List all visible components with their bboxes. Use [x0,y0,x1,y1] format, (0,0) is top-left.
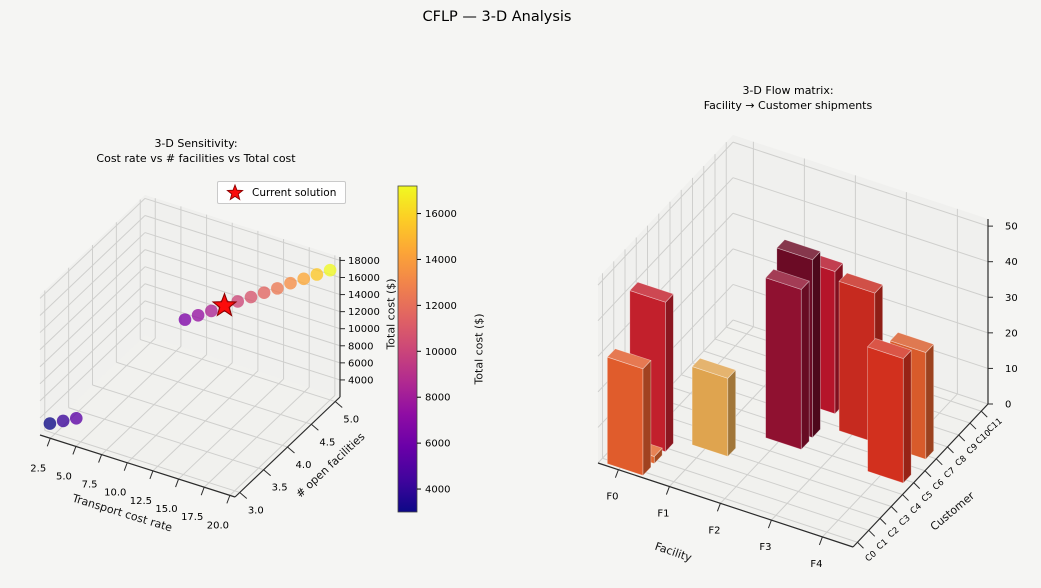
svg-text:14000: 14000 [348,290,380,301]
svg-text:20.0: 20.0 [207,520,229,531]
flow-plot-title-line2: Facility → Customer shipments [703,99,873,112]
svg-text:C11: C11 [985,416,1004,434]
svg-text:C2: C2 [886,525,901,540]
flow-plot-title-line1: 3-D Flow matrix: [742,84,834,98]
svg-text:C4: C4 [909,502,924,517]
svg-text:5.0: 5.0 [56,471,72,482]
svg-text:10.0: 10.0 [104,488,126,499]
svg-text:50: 50 [1005,222,1018,233]
svg-text:C0: C0 [864,549,879,564]
svg-text:8000: 8000 [348,341,373,352]
colorbar-label-total-cost: Total cost ($) [472,313,486,385]
sensitivity-plot-title-line2: Cost rate vs # facilities vs Total cost [96,152,296,165]
svg-text:20: 20 [1005,328,1018,339]
svg-text:C1: C1 [875,537,890,552]
svg-text:14000: 14000 [425,255,457,266]
z-axis-label-total-cost: Total cost ($) [384,278,398,350]
svg-text:10: 10 [1005,364,1018,375]
svg-text:12000: 12000 [425,301,457,312]
flow-plot-title: 3-D Flow matrix: Facility → Customer shi… [618,84,958,114]
svg-text:4000: 4000 [425,485,450,496]
svg-text:12.5: 12.5 [130,496,152,507]
svg-text:F1: F1 [657,509,669,520]
svg-text:0: 0 [1005,400,1011,411]
svg-text:4000: 4000 [348,375,373,386]
svg-text:F2: F2 [708,525,720,536]
svg-text:6000: 6000 [425,439,450,450]
star-icon [226,183,244,200]
svg-text:40: 40 [1005,257,1018,268]
svg-text:3.0: 3.0 [248,505,264,516]
svg-text:17.5: 17.5 [181,512,203,523]
sensitivity-plot-title-line1: 3-D Sensitivity: [154,137,238,151]
sensitivity-plot-title: 3-D Sensitivity: Cost rate vs # faciliti… [26,137,366,167]
svg-text:F4: F4 [810,559,822,570]
svg-text:C8: C8 [954,454,969,469]
svg-text:C6: C6 [931,478,946,493]
legend-label: Current solution [252,186,337,199]
svg-text:4.0: 4.0 [296,460,312,471]
svg-text:6000: 6000 [348,358,373,369]
svg-text:7.5: 7.5 [82,480,98,491]
svg-text:F3: F3 [759,542,771,553]
svg-text:F0: F0 [606,492,618,503]
svg-text:C3: C3 [897,513,912,528]
svg-text:16000: 16000 [425,209,457,220]
svg-text:3.5: 3.5 [272,483,288,494]
svg-text:18000: 18000 [348,256,380,267]
svg-text:2.5: 2.5 [30,463,46,474]
svg-text:10000: 10000 [425,347,457,358]
svg-text:5.0: 5.0 [343,415,359,426]
svg-text:C5: C5 [920,490,935,505]
svg-text:30: 30 [1005,293,1018,304]
figure-title: CFLP — 3-D Analysis [422,9,572,26]
svg-text:12000: 12000 [348,307,380,318]
legend: Current solution [217,181,347,204]
svg-text:10000: 10000 [348,324,380,335]
svg-text:16000: 16000 [348,273,380,284]
svg-text:15.0: 15.0 [155,504,177,515]
svg-text:C7: C7 [942,466,957,481]
svg-text:4.5: 4.5 [319,437,335,448]
svg-text:8000: 8000 [425,393,450,404]
